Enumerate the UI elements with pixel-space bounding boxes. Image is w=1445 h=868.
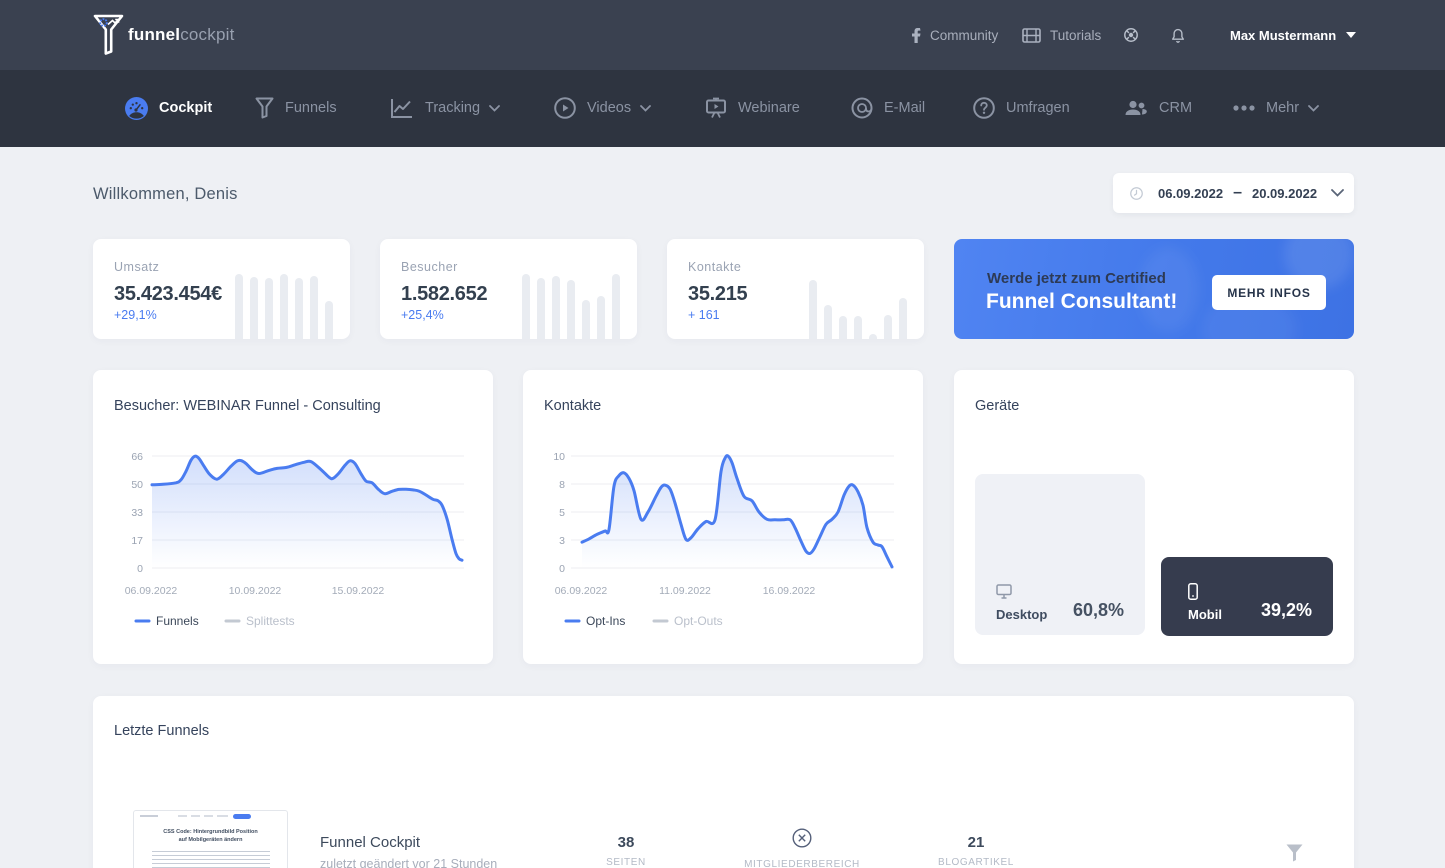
svg-text:5: 5: [559, 507, 565, 519]
svg-text:10.09.2022: 10.09.2022: [229, 585, 282, 597]
svg-text:06.09.2022: 06.09.2022: [555, 585, 608, 597]
svg-text:33: 33: [131, 507, 143, 519]
svg-text:0: 0: [559, 563, 565, 575]
svg-text:17: 17: [131, 535, 143, 547]
svg-text:Splittests: Splittests: [246, 614, 295, 628]
svg-text:8: 8: [559, 479, 565, 491]
svg-text:0: 0: [137, 563, 143, 575]
svg-text:16.09.2022: 16.09.2022: [763, 585, 816, 597]
svg-text:Opt-Outs: Opt-Outs: [674, 614, 723, 628]
svg-text:Opt-Ins: Opt-Ins: [586, 614, 625, 628]
svg-text:50: 50: [131, 479, 143, 491]
svg-text:11.09.2022: 11.09.2022: [659, 585, 711, 597]
svg-text:Funnels: Funnels: [156, 614, 199, 628]
svg-text:66: 66: [131, 451, 143, 463]
svg-text:06.09.2022: 06.09.2022: [125, 585, 178, 597]
svg-text:3: 3: [559, 535, 565, 547]
svg-text:15.09.2022: 15.09.2022: [332, 585, 385, 597]
svg-text:10: 10: [553, 451, 565, 463]
